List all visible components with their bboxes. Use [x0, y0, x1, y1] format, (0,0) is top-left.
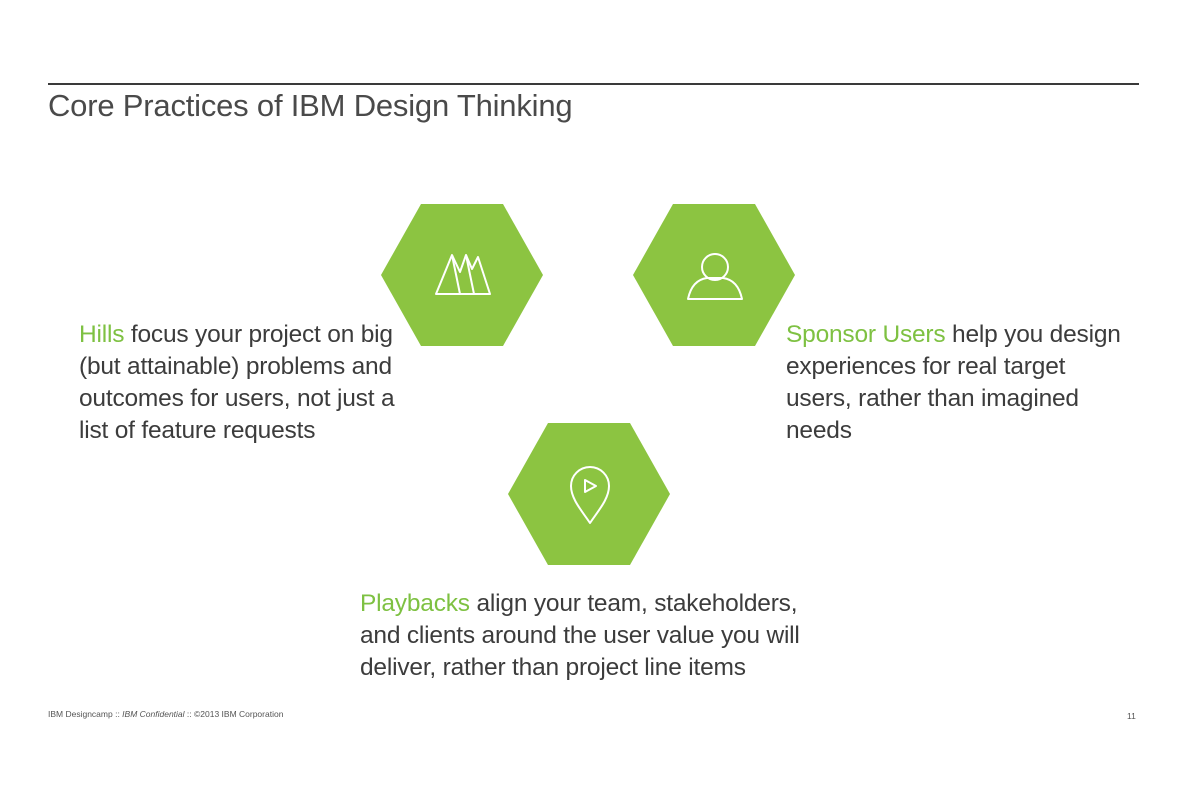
mountains-icon — [435, 254, 491, 295]
sponsor-users-description: Sponsor Users help you design experience… — [786, 321, 1121, 444]
sponsor-users-keyword: Sponsor Users — [786, 321, 946, 348]
title-rule — [48, 83, 1139, 85]
playbacks-description: Playbacks align your team, stakeholders,… — [360, 590, 800, 681]
sponsor-users-hexagon — [633, 204, 795, 346]
hills-keyword: Hills — [79, 321, 125, 348]
playbacks-keyword: Playbacks — [360, 590, 470, 617]
playbacks-hexagon — [508, 423, 670, 565]
page-number: 11 — [1127, 711, 1136, 721]
footer: IBM Designcamp :: IBM Confidential :: ©2… — [48, 709, 284, 719]
hills-description: Hills focus your project on big (but att… — [79, 321, 395, 444]
location-pin-play-icon — [570, 466, 610, 524]
hills-hexagon — [381, 204, 543, 346]
person-icon — [687, 253, 743, 300]
slide-title: Core Practices of IBM Design Thinking — [48, 88, 573, 123]
